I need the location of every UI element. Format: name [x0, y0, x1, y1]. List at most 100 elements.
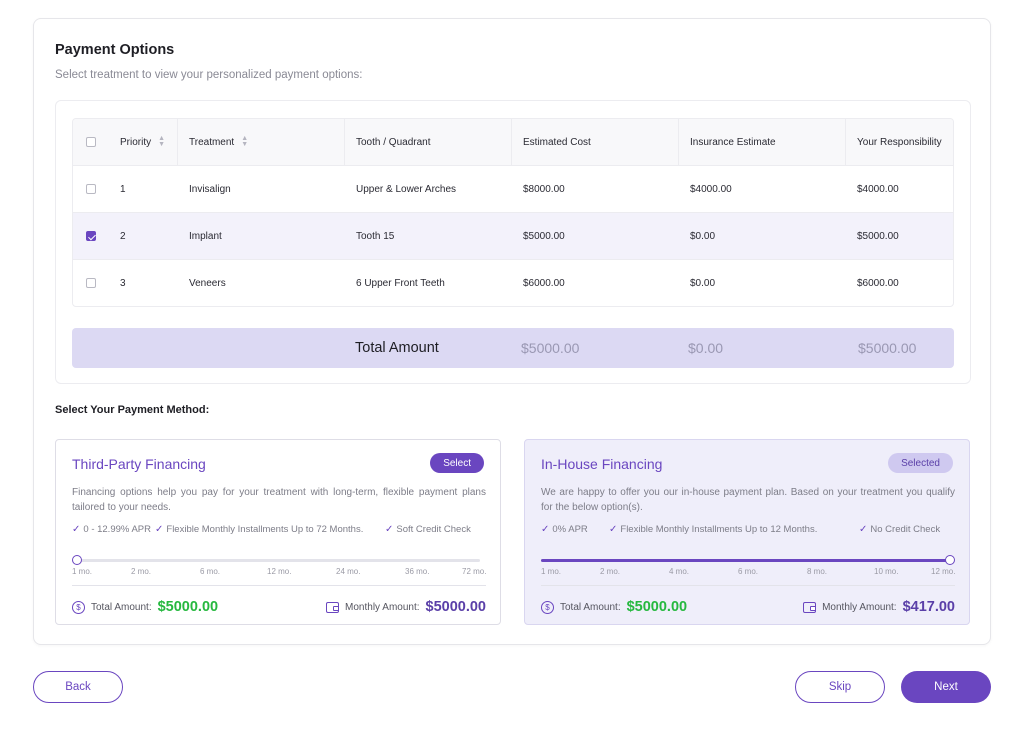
check-icon: ✓: [609, 524, 618, 535]
tick-label: 6 mo.: [200, 567, 221, 576]
slider-handle[interactable]: [945, 555, 955, 565]
checkbox-icon: [86, 278, 96, 288]
tick-label: 36 mo.: [405, 567, 430, 576]
slider-ticks: 1 mo. 2 mo. 4 mo. 6 mo. 8 mo. 10 mo. 12 …: [541, 567, 955, 579]
page-title: Payment Options: [55, 42, 175, 58]
total-cost: $5000.00: [521, 340, 580, 356]
column-header-tooth: Tooth / Quadrant: [356, 136, 431, 148]
card-title: Third-Party Financing: [72, 456, 206, 472]
cost-cell: $8000.00: [523, 183, 565, 195]
check-icon: ✓: [859, 524, 868, 535]
wallet-icon: [326, 601, 340, 613]
cost-cell: $6000.00: [523, 277, 565, 289]
row-checkbox[interactable]: [86, 166, 96, 212]
column-header-insurance: Insurance Estimate: [690, 136, 776, 148]
select-button[interactable]: Select: [430, 453, 484, 473]
tick-label: 4 mo.: [669, 567, 690, 576]
treatment-cell: Invisalign: [189, 183, 231, 195]
column-header-treatment[interactable]: Treatment ▲ ▼: [189, 119, 248, 165]
monthly-amount-value: $5000.00: [425, 599, 486, 615]
monthly-amount-label: Monthly Amount:: [345, 601, 420, 613]
table-row[interactable]: 2 Implant Tooth 15 $5000.00 $0.00 $5000.…: [73, 212, 953, 259]
checkbox-icon: [86, 184, 96, 194]
card-description: We are happy to offer you our in-house p…: [541, 487, 955, 513]
third-party-financing-card[interactable]: Third-Party Financing Select Financing o…: [55, 439, 501, 625]
treatment-table-container: Priority ▲ ▼ Treatment ▲ ▼ Tooth / Quadrant …: [55, 100, 971, 384]
tick-label: 10 mo.: [874, 567, 899, 576]
total-responsibility: $5000.00: [858, 340, 917, 356]
dollar-icon: $: [541, 600, 554, 614]
table-row[interactable]: 3 Veneers 6 Upper Front Teeth $6000.00 $…: [73, 259, 953, 306]
monthly-amount-label: Monthly Amount:: [822, 601, 897, 613]
skip-button[interactable]: Skip: [795, 671, 885, 703]
total-label: Total Amount: [355, 340, 439, 356]
tick-label: 1 mo.: [541, 567, 562, 576]
wallet-icon: [803, 601, 817, 613]
treatment-table: Priority ▲ ▼ Treatment ▲ ▼ Tooth / Quadrant …: [72, 118, 954, 307]
sort-icon[interactable]: ▲ ▼: [158, 135, 166, 148]
check-icon: ✓: [155, 524, 164, 535]
tick-label: 12 mo.: [931, 567, 956, 576]
feature-item: ✓ Flexible Monthly Installments Up to 12 …: [609, 524, 818, 535]
dollar-icon: $: [72, 600, 85, 614]
treatment-cell: Implant: [189, 230, 222, 242]
checkbox-icon: [86, 137, 96, 147]
insurance-cell: $4000.00: [690, 183, 732, 195]
tick-label: 24 mo.: [336, 567, 361, 576]
payment-options-card: Payment Options Select treatment to view…: [33, 18, 991, 645]
priority-cell: 1: [120, 183, 126, 195]
term-slider[interactable]: [541, 555, 955, 566]
table-header-row: Priority ▲ ▼ Treatment ▲ ▼ Tooth / Quadrant …: [73, 119, 953, 165]
tooth-cell: 6 Upper Front Teeth: [356, 277, 445, 289]
column-header-label: Treatment: [189, 136, 235, 148]
card-footer: $ Total Amount: $5000.00 Monthly Amount:…: [72, 597, 486, 617]
tick-label: 72 mo.: [462, 567, 487, 576]
table-row[interactable]: 1 Invisalign Upper & Lower Arches $8000.…: [73, 165, 953, 212]
responsibility-cell: $6000.00: [857, 277, 899, 289]
tick-label: 1 mo.: [72, 567, 93, 576]
insurance-cell: $0.00: [690, 277, 716, 289]
slider-fill: [541, 559, 950, 562]
sort-icon[interactable]: ▲ ▼: [241, 135, 249, 148]
slider-handle[interactable]: [72, 555, 82, 565]
tooth-cell: Upper & Lower Arches: [356, 183, 457, 195]
row-checkbox[interactable]: [86, 213, 96, 259]
page-subtitle: Select treatment to view your personaliz…: [55, 69, 363, 81]
feature-item: ✓ No Credit Check: [859, 524, 941, 535]
column-header-estimated-cost: Estimated Cost: [523, 136, 591, 148]
column-header-label: Priority: [120, 136, 152, 148]
total-amount-label: Total Amount:: [560, 601, 621, 613]
insurance-cell: $0.00: [690, 230, 716, 242]
check-icon: ✓: [385, 524, 394, 535]
column-header-responsibility: Your Responsibility: [857, 136, 942, 148]
cost-cell: $5000.00: [523, 230, 565, 242]
feature-item: ✓ Flexible Monthly Installments Up to 72 …: [155, 524, 364, 535]
priority-cell: 2: [120, 230, 126, 242]
check-icon: ✓: [72, 524, 81, 535]
payment-method-label: Select Your Payment Method:: [55, 404, 210, 416]
column-header-priority[interactable]: Priority ▲ ▼: [120, 119, 165, 165]
total-amount-value: $5000.00: [626, 599, 688, 615]
select-all-checkbox[interactable]: [86, 119, 96, 165]
responsibility-cell: $5000.00: [857, 230, 899, 242]
selected-button[interactable]: Selected: [888, 453, 953, 473]
term-slider[interactable]: [72, 555, 486, 566]
monthly-amount-value: $417.00: [902, 599, 955, 615]
tick-label: 6 mo.: [738, 567, 759, 576]
tick-label: 12 mo.: [267, 567, 292, 576]
tooth-cell: Tooth 15: [356, 230, 395, 242]
priority-cell: 3: [120, 277, 126, 289]
next-button[interactable]: Next: [901, 671, 991, 703]
total-amount-value: $5000.00: [157, 599, 219, 615]
feature-item: ✓ 0% APR: [541, 524, 588, 535]
card-title: In-House Financing: [541, 456, 663, 472]
card-description: Financing options help you pay for your …: [72, 487, 486, 513]
checkbox-checked-icon: [86, 231, 96, 241]
responsibility-cell: $4000.00: [857, 183, 899, 195]
back-button[interactable]: Back: [33, 671, 123, 703]
row-checkbox[interactable]: [86, 260, 96, 306]
in-house-financing-card[interactable]: In-House Financing Selected We are happy…: [524, 439, 970, 625]
treatment-cell: Veneers: [189, 277, 226, 289]
slider-ticks: 1 mo. 2 mo. 6 mo. 12 mo. 24 mo. 36 mo. 7…: [72, 567, 486, 579]
feature-item: ✓ 0 - 12.99% APR: [72, 524, 151, 535]
